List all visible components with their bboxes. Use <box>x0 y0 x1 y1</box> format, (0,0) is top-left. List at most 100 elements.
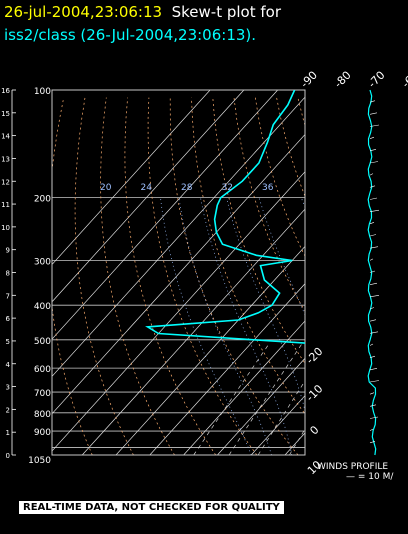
wind-barb <box>369 173 374 176</box>
height-tick-label: 16 <box>1 87 10 95</box>
wind-barb <box>369 441 376 444</box>
dry-adiabat <box>191 97 305 415</box>
mixing-ratio-label: 24 <box>141 183 153 193</box>
height-tick-label: 3 <box>6 384 10 392</box>
wind-barb <box>369 246 379 249</box>
moist-adiabat <box>393 198 408 455</box>
dry-adiabat <box>341 98 408 455</box>
wind-barb <box>369 222 375 225</box>
mixing-ratio-line <box>359 343 408 455</box>
pressure-label: 100 <box>34 87 51 97</box>
isotherm-line <box>284 432 305 455</box>
wind-barb <box>369 428 374 431</box>
temperature-label-top: -80 <box>332 69 354 91</box>
wind-barb <box>369 355 376 358</box>
pressure-label: 700 <box>34 389 51 399</box>
isotherm-line <box>386 90 408 455</box>
temperature-label-right: -10 <box>304 382 326 404</box>
temperature-label-top: -60 <box>399 69 408 91</box>
height-tick-label: 11 <box>1 201 10 209</box>
isotherm-line <box>353 90 408 455</box>
wind-profile-trace <box>367 89 377 456</box>
mixing-ratio-line <box>257 380 305 455</box>
height-tick-label: 10 <box>1 224 10 232</box>
isotherm-line <box>52 171 305 452</box>
isotherm-line <box>217 357 305 455</box>
quality-disclaimer: REAL-TIME DATA, NOT CHECKED FOR QUALITY <box>19 501 284 514</box>
mixing-ratio-line <box>228 342 303 455</box>
grid-layer <box>52 90 408 455</box>
plot-frame <box>51 89 306 456</box>
dry-adiabat <box>74 97 134 455</box>
chart-title-line1: 26-jul-2004,23:06:13 Skew-t plot for <box>4 3 281 21</box>
wind-barb <box>369 185 376 188</box>
winds-scale-label: — = 10 M/ <box>346 472 394 480</box>
height-tick-label: 9 <box>6 247 10 255</box>
temperature-label-right: -20 <box>304 345 326 367</box>
dewpoint-profile <box>145 90 305 344</box>
pressure-label: 400 <box>34 302 51 312</box>
temperature-label-right: 0 <box>307 423 321 437</box>
dry-adiabat <box>212 97 305 364</box>
wind-barb <box>369 331 379 334</box>
dry-adiabat <box>52 97 93 455</box>
mixing-ratio-label: 20 <box>100 183 112 193</box>
dry-adiabat <box>233 97 305 312</box>
skewt-chart: 1002003004005006007008009001050161514131… <box>1 69 408 480</box>
wind-barb <box>369 380 380 383</box>
wind-barb <box>369 161 379 164</box>
moist-adiabat <box>178 197 272 455</box>
pressure-label: 200 <box>34 195 51 205</box>
height-tick-label: 7 <box>6 292 10 300</box>
title-date: 26-jul-2004,23:06:13 <box>4 3 163 21</box>
title-rest: Skew-t plot for <box>171 3 281 21</box>
dry-adiabat <box>404 98 408 455</box>
height-tick-label: 15 <box>1 110 10 118</box>
winds-profile-label: WINDS PROFILE <box>317 462 388 472</box>
wind-barb <box>369 112 378 115</box>
isotherm-line <box>149 283 305 455</box>
mixing-ratio-line <box>382 343 408 455</box>
profile-layer <box>145 90 386 447</box>
dry-adiabat <box>276 97 305 198</box>
dry-adiabat <box>147 97 258 455</box>
wind-barb <box>369 343 374 346</box>
temperature-label-top: -70 <box>366 69 388 91</box>
height-tick-label: 4 <box>6 361 11 369</box>
moist-adiabat <box>200 197 293 455</box>
mixing-ratio-line <box>398 343 408 455</box>
wind-barb <box>369 295 380 298</box>
temperature-label-top: -90 <box>298 69 320 91</box>
tick-layer <box>11 89 16 456</box>
height-tick-label: 0 <box>6 452 10 460</box>
isotherm-line <box>250 395 305 455</box>
pressure-label: 500 <box>34 337 51 347</box>
wind-barb <box>369 282 378 285</box>
dry-adiabat <box>100 97 175 455</box>
height-tick-label: 2 <box>6 406 10 414</box>
wind-barb <box>369 209 380 212</box>
height-tick-label: 13 <box>1 155 10 163</box>
wind-barb <box>369 100 376 103</box>
height-tick-label: 12 <box>1 178 10 186</box>
moist-adiabat <box>160 197 252 455</box>
isotherm-line <box>52 90 278 340</box>
temperature-profile <box>342 90 386 447</box>
wind-barb <box>369 149 377 152</box>
chart-title-line2: iss2/class (26-Jul-2004,23:06:13). <box>4 26 257 44</box>
pressure-label: 600 <box>34 365 51 375</box>
height-tick-label: 14 <box>1 133 10 141</box>
isotherm-line <box>52 90 211 266</box>
wind-profile <box>367 89 380 456</box>
height-tick-label: 1 <box>6 429 10 437</box>
dry-adiabat <box>383 98 408 455</box>
label-layer: 1002003004005006007008009001050161514131… <box>1 69 408 478</box>
isotherm-line <box>115 245 305 455</box>
moist-adiabat <box>258 197 305 316</box>
wind-barb <box>369 234 377 237</box>
dry-adiabat <box>124 97 216 455</box>
height-tick-label: 8 <box>6 270 10 278</box>
dry-adiabat <box>362 98 408 455</box>
wind-barb <box>369 270 376 273</box>
wind-barb <box>369 197 378 200</box>
